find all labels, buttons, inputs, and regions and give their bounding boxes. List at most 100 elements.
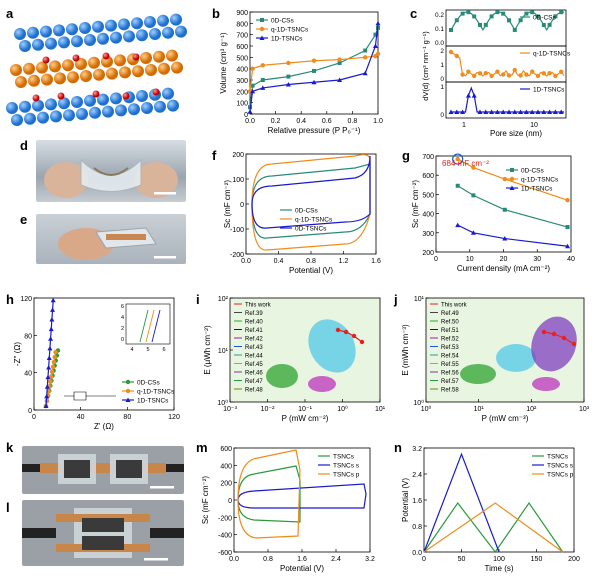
this-work-series <box>337 329 363 343</box>
y-tick-label: 300 <box>422 231 434 238</box>
ion-sphere <box>72 54 80 62</box>
y-tick-label: 0 <box>228 498 232 505</box>
y-tick-label: 700 <box>236 33 248 40</box>
y-axis-label: Sc (mF cm⁻²) <box>411 180 420 229</box>
region-ellipse <box>460 364 496 384</box>
data-point <box>454 109 460 114</box>
layered-structure-illustration <box>6 13 187 126</box>
x-axis-label: Current density (mA cm⁻²) <box>457 264 550 273</box>
data-point <box>530 10 535 15</box>
y-tick-label: 0.8 <box>412 524 422 531</box>
x-tick-label: 20 <box>500 256 508 263</box>
data-point <box>250 88 256 94</box>
data-point <box>502 176 507 182</box>
cv-loop <box>237 465 301 523</box>
data-point <box>523 109 529 114</box>
photo-bent-device <box>36 140 186 202</box>
inset-x-tick: 4 <box>130 347 133 353</box>
x-tick-label: 120 <box>168 414 180 421</box>
gcd-series <box>423 502 564 553</box>
data-point <box>553 73 558 79</box>
data-point <box>460 109 466 114</box>
this-work-series <box>543 331 575 345</box>
y-tick-label: 40 <box>24 371 32 378</box>
data-point <box>311 79 317 85</box>
atom-sphere <box>106 67 118 80</box>
isotherm-series <box>249 23 379 112</box>
atom-sphere <box>93 68 105 81</box>
atom-sphere <box>54 72 66 85</box>
x-tick-label: 10² <box>526 406 537 413</box>
data-point <box>337 57 342 62</box>
data-point <box>472 73 477 79</box>
data-point <box>518 18 523 23</box>
data-point <box>454 18 459 23</box>
inset-y-tick: 4 <box>121 315 124 321</box>
data-point <box>351 333 357 339</box>
y-tick-label: 10¹ <box>218 348 229 355</box>
x-tick-label: 10⁻¹ <box>298 406 312 413</box>
cv-loop <box>237 449 301 539</box>
atom-sphere <box>14 28 26 40</box>
atom-sphere <box>170 13 182 26</box>
data-point <box>260 85 266 90</box>
y-axis-label: Sc (mF cm⁻²) <box>223 180 232 229</box>
data-point <box>495 69 500 74</box>
data-point <box>518 73 523 78</box>
data-point <box>449 28 453 32</box>
data-point <box>518 109 524 114</box>
x-axis-label: Relative pressure (P P₀⁻¹) <box>268 126 361 135</box>
data-point <box>337 77 343 82</box>
y-tick-label: 400 <box>220 463 232 470</box>
highlight-circle <box>452 153 464 165</box>
x-tick-label: 0.8 <box>263 556 273 563</box>
data-point <box>530 69 535 74</box>
legend-label: 1D-TSNCs <box>137 398 169 405</box>
data-point <box>541 22 546 27</box>
x-axis-label: P (mW cm⁻²) <box>282 414 329 423</box>
ion-sphere <box>92 90 100 98</box>
atom-sphere <box>166 49 178 62</box>
data-point <box>460 11 465 16</box>
data-point <box>541 71 546 76</box>
data-point <box>455 183 460 188</box>
atom-sphere <box>32 99 44 112</box>
x-tick-label: 1.2 <box>339 258 349 265</box>
atom-sphere <box>158 62 170 75</box>
y-tick-label: -200 <box>230 252 244 259</box>
data-point <box>49 374 54 379</box>
atom-sphere <box>153 50 165 63</box>
legend-label: Ref.58 <box>441 388 459 394</box>
y-tick-label: 10¹ <box>414 296 425 303</box>
y-tick-label: 500 <box>236 55 248 62</box>
data-point <box>43 403 49 408</box>
y-tick-label: 400 <box>236 67 248 74</box>
y-tick-label: 0 <box>440 112 444 119</box>
panel-label-a: a <box>6 6 14 21</box>
plot-frame <box>249 11 379 115</box>
atom-sphere <box>32 38 44 51</box>
x-tick-label: 0.0 <box>245 118 255 125</box>
legend-label: Ref.54 <box>441 354 459 360</box>
atom-sphere <box>71 35 83 48</box>
ion-sphere <box>102 52 110 60</box>
y-tick-label: 10⁰ <box>217 399 228 407</box>
atom-sphere <box>24 112 36 125</box>
inset-x-tick: 5 <box>146 347 149 353</box>
y-tick-label: 400 <box>422 212 434 219</box>
data-point <box>372 43 378 48</box>
data-point <box>536 14 540 19</box>
data-point <box>565 243 571 249</box>
x-tick-label: 0 <box>32 414 36 421</box>
legend-label: TSNCs s <box>333 463 360 470</box>
y-axis-label: Sc (mF cm⁻²) <box>201 476 210 525</box>
ion-sphere <box>57 92 65 100</box>
y-tick-label: -400 <box>218 533 232 540</box>
data-point <box>483 71 488 76</box>
data-point <box>460 72 465 77</box>
atom-sphere <box>75 58 87 70</box>
data-point <box>478 22 482 27</box>
legend-label: TSNCs <box>547 454 569 461</box>
y-tick-label: 3.2 <box>412 446 422 453</box>
